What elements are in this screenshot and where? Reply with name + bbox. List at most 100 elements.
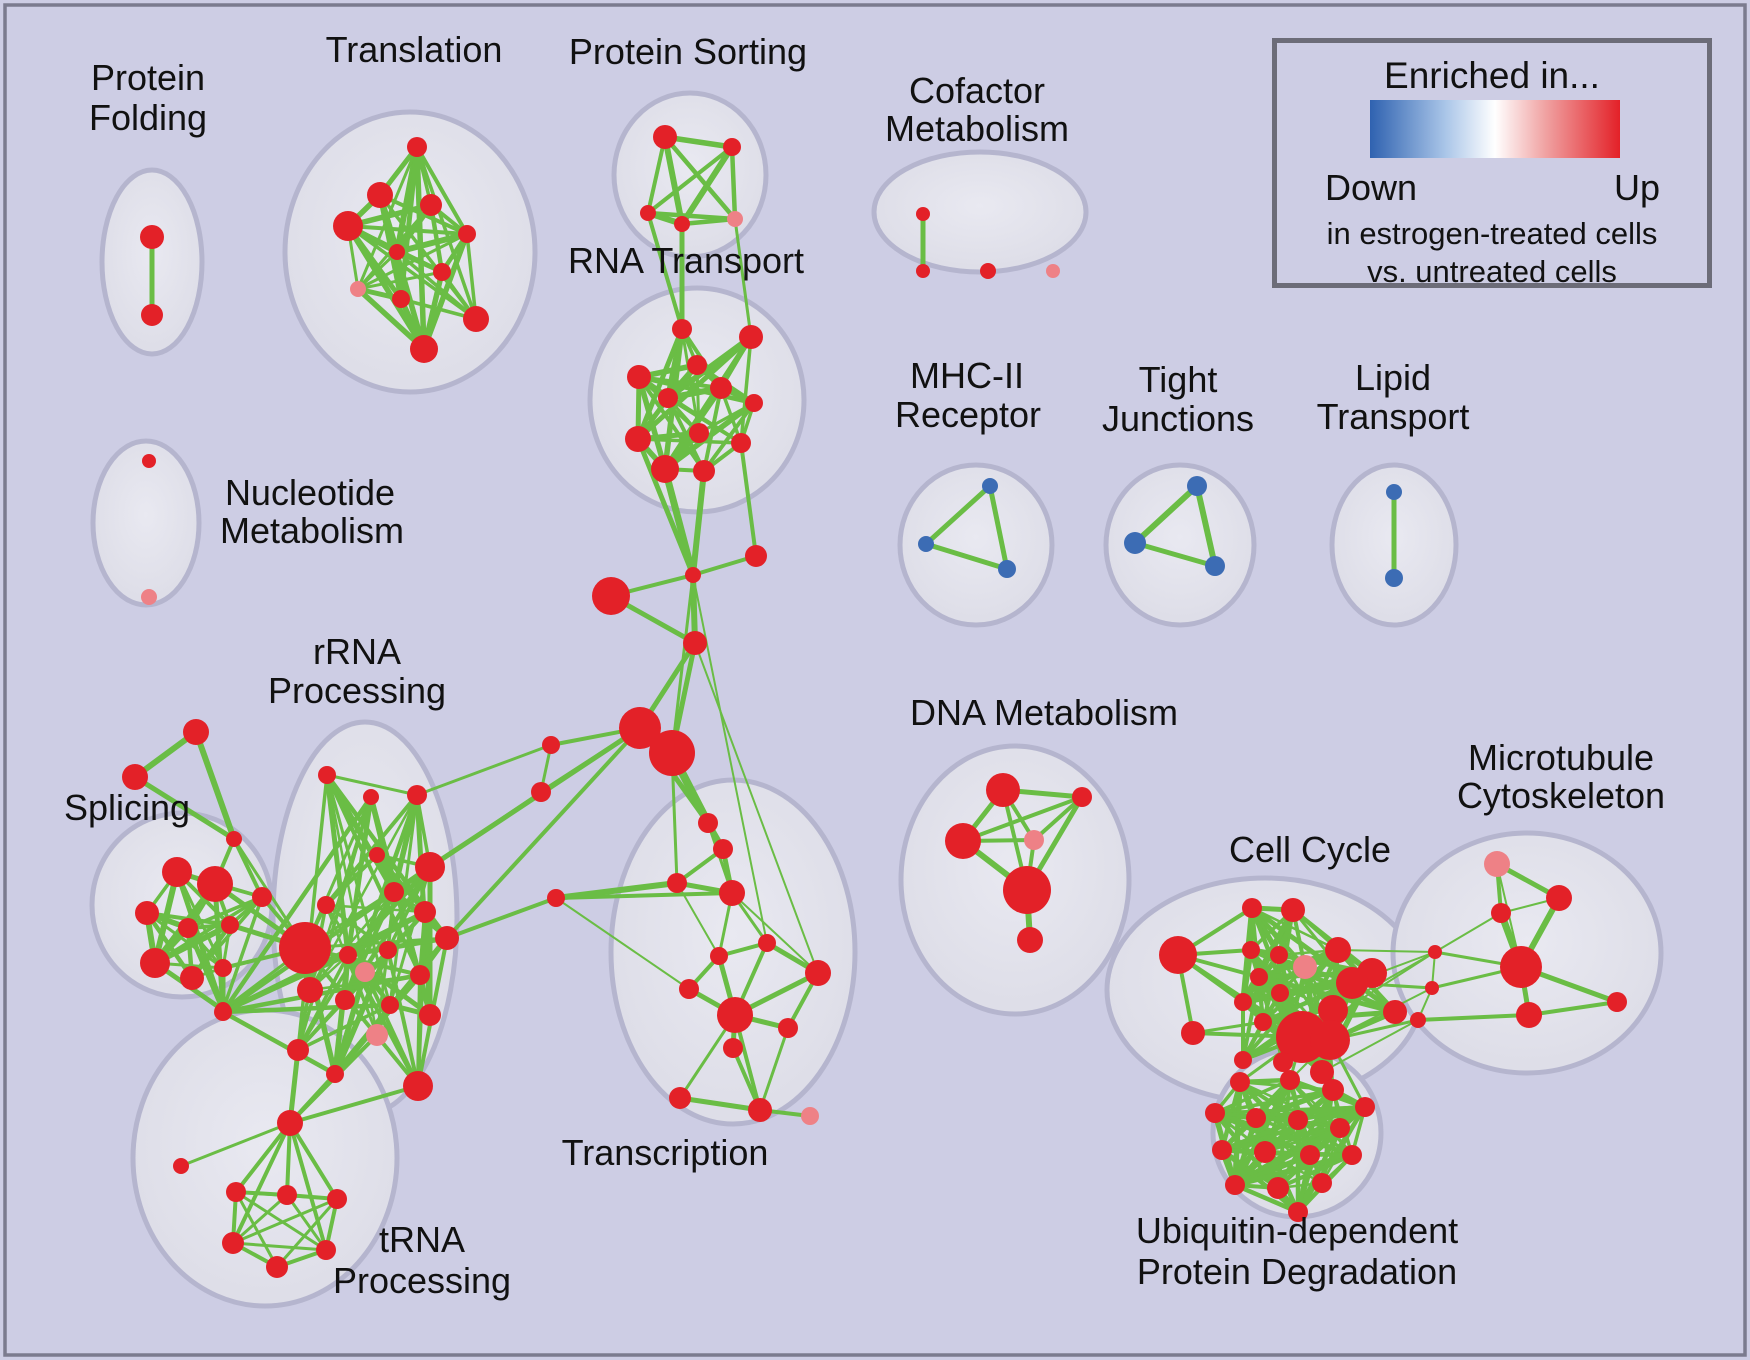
cluster-label-protein-folding-1: Folding — [89, 97, 207, 138]
node — [140, 225, 164, 249]
cluster-label-cofactor-metabolism-0: Cofactor — [909, 70, 1045, 111]
node — [727, 211, 743, 227]
node — [739, 325, 763, 349]
node — [687, 355, 707, 375]
cluster-label-protein-folding-0: Protein — [91, 57, 205, 98]
node — [625, 426, 651, 452]
cluster-ellipse-protein-sorting — [611, 90, 769, 260]
legend-box: Enriched in... Down Up in estrogen-treat… — [1272, 38, 1712, 289]
node — [1254, 1013, 1272, 1031]
cluster-label-trna-processing-1: Processing — [333, 1260, 511, 1301]
node — [1516, 1002, 1542, 1028]
node — [713, 839, 733, 859]
node — [410, 965, 430, 985]
node — [355, 962, 375, 982]
node — [279, 922, 331, 974]
node — [252, 887, 272, 907]
node — [916, 207, 930, 221]
node — [1281, 898, 1305, 922]
node — [316, 1240, 336, 1260]
node — [384, 882, 404, 902]
nodes-layer — [122, 125, 1627, 1278]
node — [658, 388, 678, 408]
node — [745, 394, 763, 412]
node — [1383, 1000, 1407, 1024]
node — [392, 290, 410, 308]
node — [1355, 1097, 1375, 1117]
node — [1330, 1118, 1350, 1138]
legend-gradient-bar — [1370, 100, 1620, 158]
cluster-label-ubiquitin-degradation-0: Ubiquitin-dependent — [1136, 1210, 1458, 1251]
cluster-label-trna-processing-0: tRNA — [379, 1219, 465, 1260]
node — [1124, 532, 1146, 554]
node — [1271, 984, 1289, 1002]
node — [363, 789, 379, 805]
node — [667, 873, 687, 893]
node — [1607, 992, 1627, 1012]
node — [1267, 1177, 1289, 1199]
node — [1234, 993, 1252, 1011]
node — [1024, 830, 1044, 850]
node — [710, 947, 728, 965]
node — [778, 1018, 798, 1038]
node — [710, 377, 732, 399]
node — [178, 918, 198, 938]
node — [1500, 946, 1542, 988]
node — [531, 782, 551, 802]
cluster-label-splicing-0: Splicing — [64, 787, 190, 828]
cluster-label-tight-junctions-0: Tight — [1139, 359, 1218, 400]
node — [649, 730, 695, 776]
node — [674, 216, 690, 232]
node — [162, 857, 192, 887]
node — [1293, 955, 1317, 979]
node — [135, 901, 159, 925]
node — [458, 225, 476, 243]
node — [1428, 945, 1442, 959]
node — [1250, 968, 1268, 986]
node — [381, 996, 399, 1014]
cluster-ellipse-cofactor-metabolism — [871, 149, 1089, 275]
node — [214, 959, 232, 977]
node — [693, 460, 715, 482]
node — [221, 916, 239, 934]
node — [141, 304, 163, 326]
node — [1230, 1072, 1250, 1092]
node — [350, 281, 366, 297]
node — [326, 1065, 344, 1083]
node — [226, 831, 242, 847]
node — [801, 1107, 819, 1125]
legend-down-label: Down — [1325, 167, 1418, 208]
cluster-label-mhc-ii-receptor-1: Receptor — [895, 394, 1041, 435]
node — [723, 1038, 743, 1058]
node — [277, 1185, 297, 1205]
node — [1484, 851, 1510, 877]
node — [1017, 927, 1043, 953]
node — [723, 138, 741, 156]
node — [407, 785, 427, 805]
cluster-label-ubiquitin-degradation-1: Protein Degradation — [1137, 1251, 1457, 1292]
node — [141, 589, 157, 605]
node — [1234, 1051, 1252, 1069]
node — [1046, 264, 1060, 278]
node — [1246, 1108, 1266, 1128]
node — [1546, 885, 1572, 911]
node — [367, 182, 393, 208]
node — [333, 211, 363, 241]
node — [653, 125, 677, 149]
node — [542, 736, 560, 754]
node — [420, 194, 442, 216]
node — [327, 1189, 347, 1209]
node — [1242, 941, 1260, 959]
legend-up-label: Up — [1613, 167, 1660, 208]
node — [214, 1003, 232, 1021]
node — [1181, 1021, 1205, 1045]
node — [1159, 936, 1197, 974]
node — [627, 365, 651, 389]
node — [669, 1087, 691, 1109]
cluster-label-mhc-ii-receptor-0: MHC-II — [910, 355, 1024, 396]
node — [916, 264, 930, 278]
cluster-label-microtubule-cytoskeleton-0: Microtubule — [1468, 737, 1654, 778]
cluster-label-cell-cycle-0: Cell Cycle — [1229, 829, 1391, 870]
node — [1280, 1070, 1300, 1090]
